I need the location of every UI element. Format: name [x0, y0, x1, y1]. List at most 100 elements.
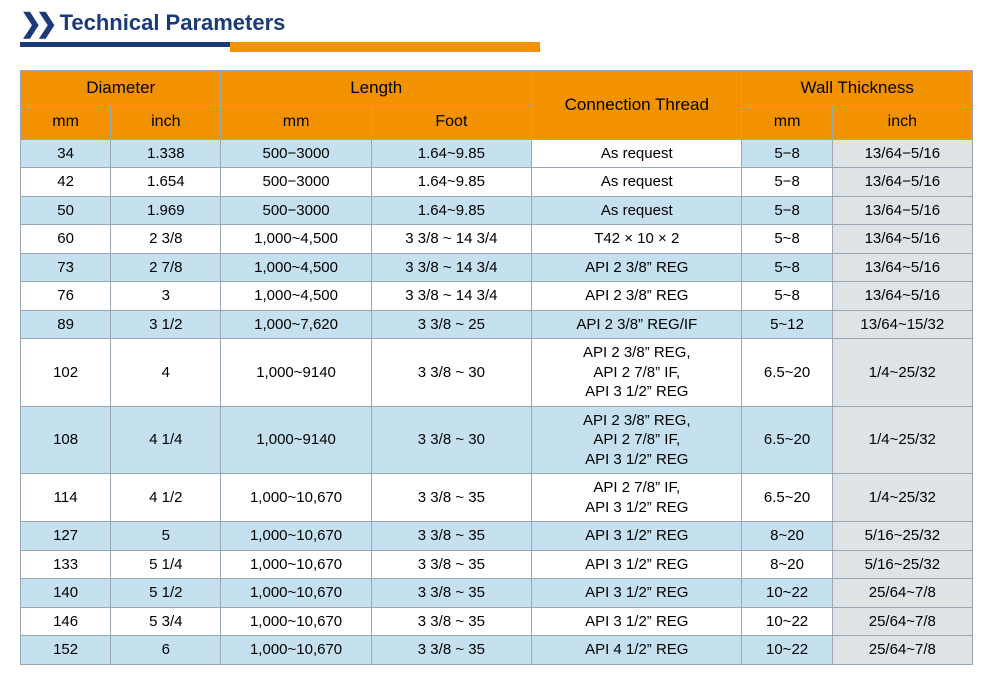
cell-wall-inch: 1/4~25/32	[832, 474, 972, 522]
col-connection: Connection Thread	[532, 71, 742, 140]
cell-wall-mm: 10~22	[742, 607, 832, 636]
cell-wall-mm: 5−8	[742, 168, 832, 197]
cell-wall-inch: 1/4~25/32	[832, 406, 972, 474]
cell-dia-inch: 5 3/4	[111, 607, 221, 636]
cell-wall-mm: 5~8	[742, 225, 832, 254]
col-wall: Wall Thickness	[742, 71, 973, 106]
cell-dia-inch: 3 1/2	[111, 310, 221, 339]
table-row: 893 1/21,000~7,6203 3/8 ~ 25API 2 3/8” R…	[21, 310, 973, 339]
cell-len-mm: 500−3000	[221, 196, 371, 225]
cell-wall-mm: 8~20	[742, 550, 832, 579]
cell-dia-mm: 89	[21, 310, 111, 339]
cell-len-foot: 3 3/8 ~ 35	[371, 474, 531, 522]
cell-dia-mm: 60	[21, 225, 111, 254]
cell-wall-inch: 13/64~5/16	[832, 253, 972, 282]
table-row: 7631,000~4,5003 3/8 ~ 14 3/4API 2 3/8” R…	[21, 282, 973, 311]
cell-dia-mm: 146	[21, 607, 111, 636]
cell-connection: T42 × 10 × 2	[532, 225, 742, 254]
cell-connection: API 2 7/8” IF, API 3 1/2” REG	[532, 474, 742, 522]
cell-len-foot: 1.64~9.85	[371, 196, 531, 225]
cell-dia-mm: 34	[21, 139, 111, 168]
cell-dia-mm: 108	[21, 406, 111, 474]
cell-wall-inch: 25/64~7/8	[832, 636, 972, 665]
cell-dia-mm: 127	[21, 522, 111, 551]
cell-wall-inch: 13/64−5/16	[832, 139, 972, 168]
header-underline	[20, 42, 540, 52]
section-header: ❯❯ Technical Parameters	[20, 10, 973, 36]
cell-connection: API 2 3/8” REG	[532, 282, 742, 311]
cell-connection: API 2 3/8” REG, API 2 7/8” IF, API 3 1/2…	[532, 406, 742, 474]
table-row: 732 7/81,000~4,5003 3/8 ~ 14 3/4API 2 3/…	[21, 253, 973, 282]
table-row: 1405 1/21,000~10,6703 3/8 ~ 35API 3 1/2”…	[21, 579, 973, 608]
cell-len-mm: 500−3000	[221, 139, 371, 168]
cell-len-mm: 1,000~9140	[221, 406, 371, 474]
cell-wall-mm: 5−8	[742, 139, 832, 168]
cell-dia-inch: 1.969	[111, 196, 221, 225]
cell-len-mm: 1,000~4,500	[221, 225, 371, 254]
cell-len-foot: 3 3/8 ~ 30	[371, 339, 531, 407]
cell-len-mm: 1,000~4,500	[221, 282, 371, 311]
cell-wall-mm: 10~22	[742, 636, 832, 665]
cell-len-foot: 3 3/8 ~ 35	[371, 636, 531, 665]
cell-dia-inch: 2 7/8	[111, 253, 221, 282]
cell-len-foot: 3 3/8 ~ 14 3/4	[371, 253, 531, 282]
cell-len-mm: 1,000~10,670	[221, 522, 371, 551]
cell-dia-inch: 4 1/4	[111, 406, 221, 474]
cell-len-mm: 1,000~10,670	[221, 636, 371, 665]
cell-dia-mm: 102	[21, 339, 111, 407]
cell-dia-mm: 140	[21, 579, 111, 608]
chevron-icon: ❯❯	[20, 10, 52, 36]
cell-wall-mm: 5−8	[742, 196, 832, 225]
cell-wall-mm: 8~20	[742, 522, 832, 551]
cell-connection: API 2 3/8” REG/IF	[532, 310, 742, 339]
table-row: 602 3/81,000~4,5003 3/8 ~ 14 3/4T42 × 10…	[21, 225, 973, 254]
cell-len-foot: 3 3/8 ~ 35	[371, 607, 531, 636]
cell-connection: API 3 1/2” REG	[532, 607, 742, 636]
cell-len-foot: 3 3/8 ~ 14 3/4	[371, 282, 531, 311]
cell-wall-inch: 25/64~7/8	[832, 607, 972, 636]
cell-wall-inch: 13/64−5/16	[832, 168, 972, 197]
cell-dia-mm: 152	[21, 636, 111, 665]
cell-len-foot: 3 3/8 ~ 35	[371, 522, 531, 551]
header-row-units: mm inch mm Foot mm inch	[21, 106, 973, 140]
cell-len-mm: 1,000~10,670	[221, 550, 371, 579]
cell-dia-inch: 2 3/8	[111, 225, 221, 254]
table-body: 341.338500−30001.64~9.85As request5−813/…	[21, 139, 973, 664]
table-row: 1084 1/41,000~91403 3/8 ~ 30API 2 3/8” R…	[21, 406, 973, 474]
cell-dia-inch: 3	[111, 282, 221, 311]
cell-len-mm: 1,000~9140	[221, 339, 371, 407]
cell-len-foot: 3 3/8 ~ 35	[371, 550, 531, 579]
cell-connection: API 4 1/2” REG	[532, 636, 742, 665]
cell-dia-mm: 42	[21, 168, 111, 197]
cell-connection: API 3 1/2” REG	[532, 579, 742, 608]
cell-dia-inch: 4 1/2	[111, 474, 221, 522]
table-row: 10241,000~91403 3/8 ~ 30API 2 3/8” REG, …	[21, 339, 973, 407]
cell-len-foot: 1.64~9.85	[371, 139, 531, 168]
cell-dia-inch: 5 1/2	[111, 579, 221, 608]
col-len-foot: Foot	[371, 106, 531, 140]
table-row: 1144 1/21,000~10,6703 3/8 ~ 35API 2 7/8”…	[21, 474, 973, 522]
cell-len-foot: 3 3/8 ~ 25	[371, 310, 531, 339]
table-row: 12751,000~10,6703 3/8 ~ 35API 3 1/2” REG…	[21, 522, 973, 551]
cell-wall-mm: 5~8	[742, 282, 832, 311]
cell-connection: As request	[532, 196, 742, 225]
cell-wall-inch: 13/64−5/16	[832, 196, 972, 225]
cell-connection: API 3 1/2” REG	[532, 550, 742, 579]
cell-connection: As request	[532, 168, 742, 197]
table-row: 1465 3/41,000~10,6703 3/8 ~ 35API 3 1/2”…	[21, 607, 973, 636]
cell-wall-mm: 6.5~20	[742, 406, 832, 474]
cell-wall-inch: 1/4~25/32	[832, 339, 972, 407]
cell-dia-inch: 1.654	[111, 168, 221, 197]
cell-wall-mm: 6.5~20	[742, 474, 832, 522]
cell-wall-mm: 5~8	[742, 253, 832, 282]
col-wall-mm: mm	[742, 106, 832, 140]
cell-len-mm: 500−3000	[221, 168, 371, 197]
cell-len-mm: 1,000~4,500	[221, 253, 371, 282]
cell-dia-inch: 5 1/4	[111, 550, 221, 579]
cell-len-mm: 1,000~10,670	[221, 579, 371, 608]
table-row: 1335 1/41,000~10,6703 3/8 ~ 35API 3 1/2”…	[21, 550, 973, 579]
cell-dia-mm: 133	[21, 550, 111, 579]
col-length: Length	[221, 71, 532, 106]
table-row: 341.338500−30001.64~9.85As request5−813/…	[21, 139, 973, 168]
cell-wall-inch: 5/16~25/32	[832, 550, 972, 579]
